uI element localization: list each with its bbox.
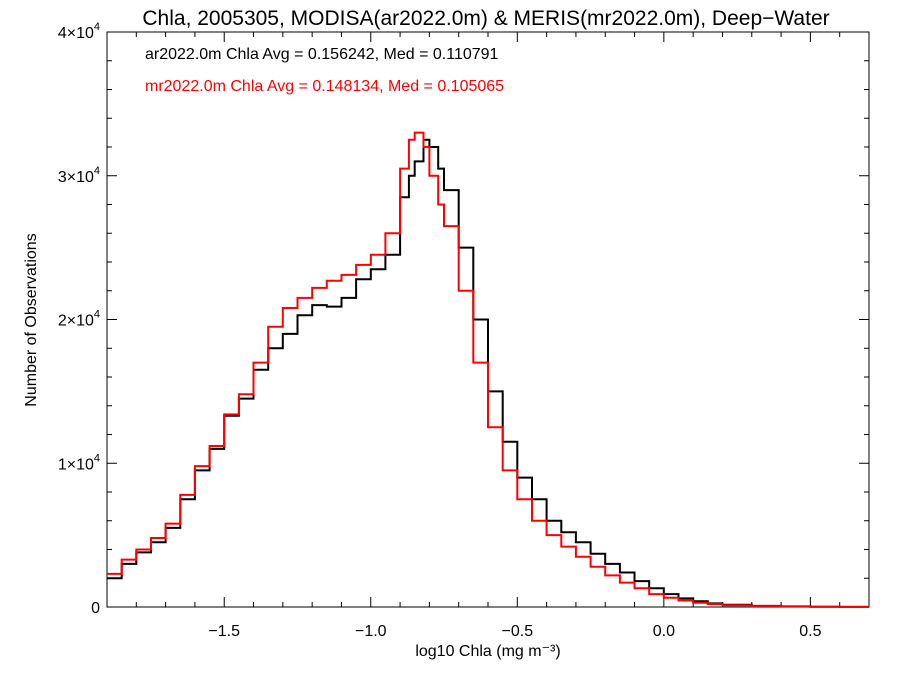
x-tick-label: −1.5 <box>208 623 240 640</box>
x-tick-labels: −1.5 −1.0 −0.5 0.0 0.5 <box>208 623 821 640</box>
y-tick-label: 4×104 <box>58 21 100 42</box>
x-axis-label: log10 Chla (mg m⁻³) <box>415 643 560 660</box>
y-tick-labels: 0 1×104 2×104 3×104 4×104 <box>58 21 100 617</box>
legend-entry-mr2022: mr2022.0m Chla Avg = 0.148134, Med = 0.1… <box>145 78 504 95</box>
axis-ticks <box>107 31 870 608</box>
x-tick-label: −0.5 <box>502 623 534 640</box>
x-tick-label: −1.0 <box>355 623 387 640</box>
series-mr2022-line <box>107 131 869 608</box>
y-tick-label: 0 <box>91 600 100 617</box>
chart-title: Chla, 2005305, MODISA(ar2022.0m) & MERIS… <box>142 7 829 30</box>
series-ar2022-line <box>107 138 869 608</box>
series-layer <box>107 131 869 608</box>
x-tick-label: 0.0 <box>653 623 675 640</box>
y-tick-label: 1×104 <box>58 452 100 473</box>
x-tick-label: 0.5 <box>799 623 821 640</box>
legend-entry-ar2022: ar2022.0m Chla Avg = 0.156242, Med = 0.1… <box>145 46 499 63</box>
y-tick-label: 2×104 <box>58 309 100 330</box>
y-axis-label: Number of Observations <box>23 233 40 406</box>
y-tick-label: 3×104 <box>58 165 100 186</box>
